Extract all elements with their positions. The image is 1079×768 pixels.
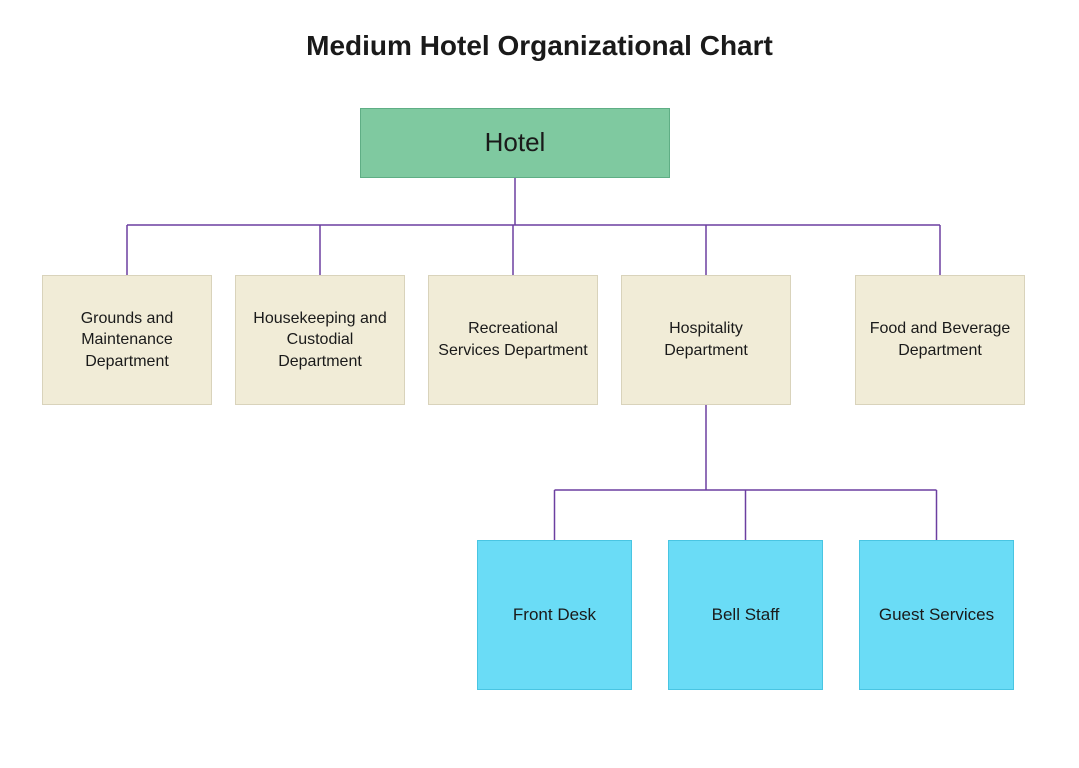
org-node-guestservices: Guest Services (859, 540, 1014, 690)
org-node-frontdesk: Front Desk (477, 540, 632, 690)
org-node-food: Food and Beverage Department (855, 275, 1025, 405)
org-node-grounds: Grounds and Maintenance Department (42, 275, 212, 405)
org-node-hotel: Hotel (360, 108, 670, 178)
org-node-housekeeping: Housekeeping and Custodial Department (235, 275, 405, 405)
org-node-bellstaff: Bell Staff (668, 540, 823, 690)
org-node-recreational: Recreational Services Department (428, 275, 598, 405)
chart-title: Medium Hotel Organizational Chart (0, 30, 1079, 62)
org-node-hospitality: Hospitality Department (621, 275, 791, 405)
